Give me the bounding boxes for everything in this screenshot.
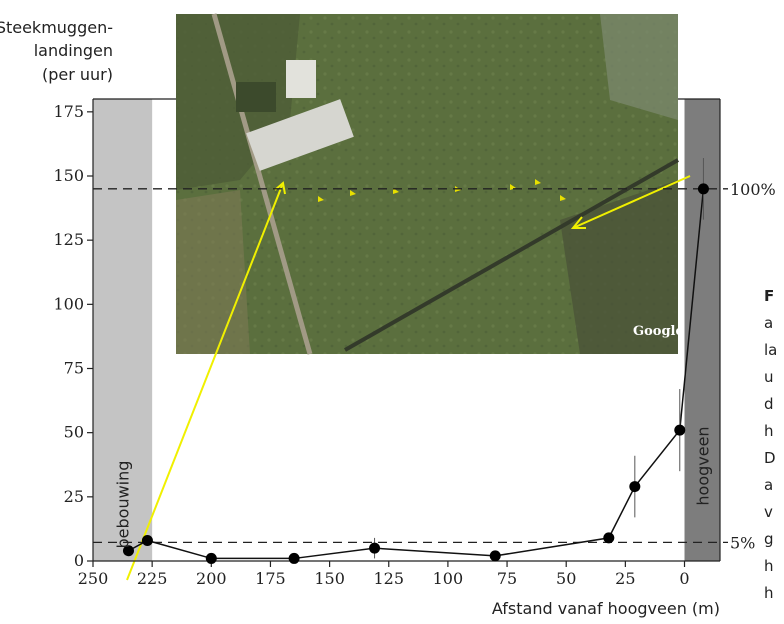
x-tick-label: 100: [433, 569, 464, 588]
data-point: [122, 545, 134, 557]
x-tick-label: 175: [255, 569, 286, 588]
region-bebouwing: [93, 99, 153, 561]
x-tick-label: 200: [196, 569, 227, 588]
x-tick-label: 25: [615, 569, 635, 588]
x-tick-label: 125: [373, 569, 404, 588]
photo-watermark: Google: [633, 324, 684, 339]
y-axis-label-line-2: landingen: [34, 41, 113, 60]
y-tick-label: 175: [53, 102, 84, 121]
series-line: [128, 188, 705, 560]
caption-line: h: [764, 422, 774, 440]
data-point: [603, 532, 615, 544]
reference-lines: 100% 5%: [93, 180, 776, 552]
caption-line: v: [764, 503, 773, 521]
x-tick-label: 50: [556, 569, 576, 588]
y-tick-label: 125: [53, 230, 84, 249]
arrow-head-left: [274, 181, 286, 195]
data-point: [674, 424, 686, 436]
y-tick-label: 25: [64, 487, 84, 506]
data-point: [141, 534, 153, 546]
photo-arrows: [126, 175, 691, 581]
x-tick-label: 150: [314, 569, 345, 588]
side-caption: F a la u d h D a v g h h: [764, 283, 777, 607]
caption-line: h: [764, 584, 774, 602]
caption-line: a: [764, 314, 774, 332]
data-point: [288, 552, 300, 564]
x-tick-label: 250: [78, 569, 109, 588]
data-point: [697, 183, 709, 195]
caption-line: a: [764, 476, 774, 494]
x-tick-label: 225: [137, 569, 168, 588]
caption-line: la: [764, 341, 778, 359]
caption-line: d: [764, 395, 774, 413]
x-tick-label: 75: [497, 569, 517, 588]
caption-line: u: [764, 368, 774, 386]
y-axis-label-line-1: Steekmuggen-: [0, 18, 113, 37]
y-axis-label-line-3: (per uur): [42, 65, 113, 84]
caption-line: F: [764, 287, 775, 305]
reference-line-label: 5%: [730, 533, 755, 552]
x-ticks: 250 225 200 175 150 125 100 75 50 25 0: [78, 561, 690, 588]
data-point: [629, 481, 641, 493]
y-tick-label: 50: [64, 423, 84, 442]
caption-line: h: [764, 557, 774, 575]
region-group: [93, 99, 720, 561]
aerial-photo: Google: [176, 13, 684, 355]
region-label-hoogveen: hoogveen: [693, 426, 712, 505]
region-label-bebouwing: bebouwing: [114, 461, 133, 549]
reference-line-label: 100%: [730, 180, 776, 199]
x-tick-label: 0: [679, 569, 689, 588]
arrow-to-bebouwing-point: [126, 182, 284, 581]
series: [122, 158, 709, 564]
data-point: [369, 542, 381, 554]
data-point: [205, 552, 217, 564]
region-hoogveen: [684, 99, 720, 561]
data-point: [489, 550, 501, 562]
x-axis-label: Afstand vanaf hoogveen (m): [492, 599, 720, 618]
y-tick-label: 0: [74, 551, 84, 570]
y-tick-label: 75: [64, 359, 84, 378]
y-ticks: 0 25 50 75 100 125 150 175: [53, 102, 93, 570]
caption-line: D: [764, 449, 776, 467]
arrow-head-right: [570, 216, 586, 229]
y-tick-label: 100: [53, 294, 84, 313]
arrow-from-hoogveen-point: [572, 175, 691, 229]
caption-line: g: [764, 530, 774, 548]
y-tick-label: 150: [53, 166, 84, 185]
